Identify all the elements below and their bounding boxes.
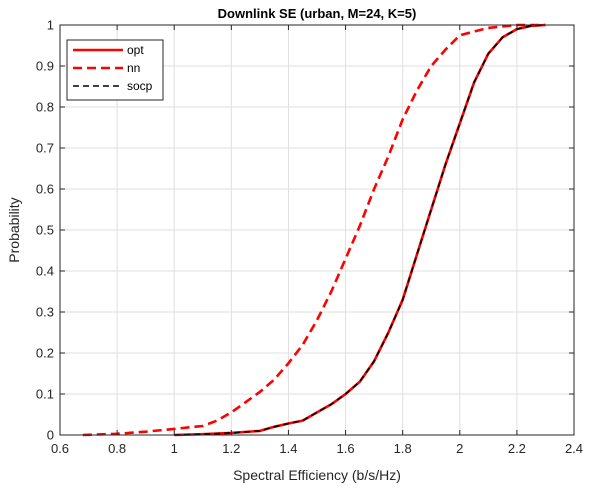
x-tick-label: 0.8 bbox=[108, 441, 126, 456]
x-axis-label: Spectral Efficiency (b/s/Hz) bbox=[233, 467, 401, 483]
y-tick-label: 0.1 bbox=[36, 387, 54, 402]
y-tick-label: 0.5 bbox=[36, 223, 54, 238]
legend: opt nn socp bbox=[67, 40, 163, 100]
chart-title: Downlink SE (urban, M=24, K=5) bbox=[218, 6, 417, 21]
x-tick-label: 1.8 bbox=[394, 441, 412, 456]
y-axis-label: Probability bbox=[6, 197, 22, 262]
x-tick-label: 0.6 bbox=[51, 441, 69, 456]
y-tick-label: 0.7 bbox=[36, 141, 54, 156]
legend-label-socp: socp bbox=[127, 79, 153, 93]
x-tick-label: 2.4 bbox=[565, 441, 583, 456]
y-tick-label: 0.9 bbox=[36, 59, 54, 74]
x-tick-label: 1 bbox=[171, 441, 178, 456]
y-tick-label: 0.8 bbox=[36, 100, 54, 115]
legend-label-nn: nn bbox=[127, 61, 140, 75]
legend-label-opt: opt bbox=[127, 43, 144, 57]
y-tick-label: 0.4 bbox=[36, 264, 54, 279]
x-tick-label: 2.2 bbox=[508, 441, 526, 456]
y-tick-label: 0 bbox=[47, 428, 54, 443]
x-tick-label: 1.6 bbox=[337, 441, 355, 456]
y-tick-label: 1 bbox=[47, 18, 54, 33]
x-tick-label: 2 bbox=[456, 441, 463, 456]
x-tick-label: 1.4 bbox=[279, 441, 297, 456]
y-tick-label: 0.2 bbox=[36, 346, 54, 361]
y-tick-label: 0.3 bbox=[36, 305, 54, 320]
y-tick-label: 0.6 bbox=[36, 182, 54, 197]
x-tick-label: 1.2 bbox=[222, 441, 240, 456]
